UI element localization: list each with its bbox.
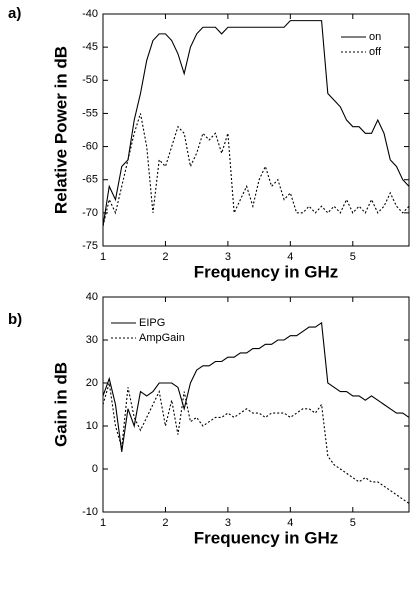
y-axis-title: Relative Power in dB bbox=[51, 46, 70, 214]
y-axis-title: Gain in dB bbox=[51, 362, 70, 447]
y-tick-label: -75 bbox=[82, 240, 98, 252]
x-tick-label: 3 bbox=[225, 517, 231, 529]
y-tick-label: 30 bbox=[86, 334, 98, 346]
y-tick-label: -40 bbox=[82, 8, 98, 20]
x-tick-label: 5 bbox=[350, 517, 356, 529]
x-tick-label: 4 bbox=[287, 251, 293, 263]
y-tick-label: -55 bbox=[82, 107, 98, 119]
panel-label: a) bbox=[8, 5, 21, 22]
data-line bbox=[102, 20, 410, 227]
x-tick-label: 1 bbox=[100, 251, 106, 263]
y-tick-label: 0 bbox=[92, 463, 98, 475]
x-tick-label: 2 bbox=[162, 251, 168, 263]
data-line bbox=[102, 382, 410, 504]
x-tick-label: 5 bbox=[350, 251, 356, 263]
y-tick-label: 10 bbox=[86, 420, 98, 432]
y-tick-label: -70 bbox=[82, 207, 98, 219]
plot-frame bbox=[102, 13, 410, 247]
data-line bbox=[102, 321, 410, 452]
y-tick-label: -50 bbox=[82, 74, 98, 86]
data-line bbox=[102, 113, 410, 227]
x-tick-label: 4 bbox=[287, 517, 293, 529]
panel-label: b) bbox=[8, 311, 22, 328]
plot-frame bbox=[102, 296, 410, 513]
x-tick-label: 3 bbox=[225, 251, 231, 263]
legend-label: on bbox=[369, 31, 381, 43]
legend-label: off bbox=[369, 46, 382, 58]
x-tick-label: 1 bbox=[100, 517, 106, 529]
legend-label: EIPG bbox=[139, 317, 165, 329]
x-axis-title: Frequency in GHz bbox=[194, 528, 339, 547]
y-tick-label: -60 bbox=[82, 140, 98, 152]
y-tick-label: -10 bbox=[82, 506, 98, 518]
y-tick-label: -65 bbox=[82, 174, 98, 186]
x-tick-label: 2 bbox=[162, 517, 168, 529]
y-tick-label: 40 bbox=[86, 291, 98, 303]
legend-label: AmpGain bbox=[139, 332, 185, 344]
x-axis-title: Frequency in GHz bbox=[194, 262, 339, 281]
y-tick-label: -45 bbox=[82, 41, 98, 53]
y-tick-label: 20 bbox=[86, 377, 98, 389]
